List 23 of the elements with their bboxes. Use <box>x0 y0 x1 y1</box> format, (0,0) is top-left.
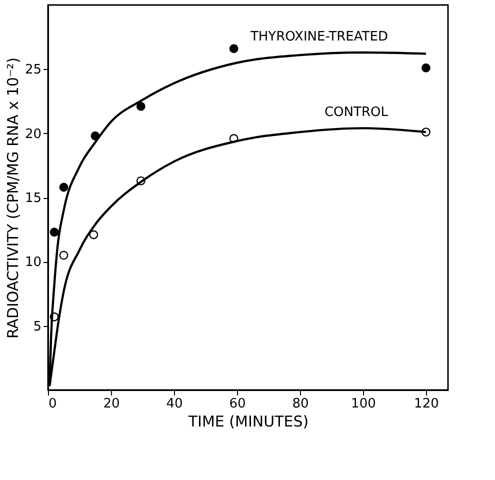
x-tick-label: 0 <box>48 396 57 412</box>
x-tick-label: 120 <box>414 396 439 412</box>
y-tick-label: 15 <box>24 191 42 206</box>
point <box>229 44 238 54</box>
point <box>421 63 430 72</box>
y-tick-label: 5 <box>33 319 42 334</box>
x-tick-label: 60 <box>229 396 246 412</box>
y-tick-label: 20 <box>24 126 42 142</box>
x-tick-label: 100 <box>351 396 376 412</box>
series-label: THYROXINE-TREATED <box>249 29 388 44</box>
point <box>89 230 98 240</box>
x-tick-label: 20 <box>103 396 120 412</box>
point <box>50 228 59 237</box>
y-tick-label: 10 <box>24 255 42 270</box>
series-label: CONTROL <box>324 105 389 120</box>
x-tick-label: 40 <box>166 396 183 412</box>
y-axis-title: RADIOACTIVITY (CPM/MG RNA x 10⁻²) <box>4 57 22 339</box>
point <box>59 182 68 192</box>
x-axis-title: TIME (MINUTES) <box>187 412 309 430</box>
point <box>59 250 68 260</box>
point <box>136 102 146 111</box>
x-tick-label: 80 <box>292 396 309 412</box>
y-tick-label: 25 <box>24 62 42 78</box>
